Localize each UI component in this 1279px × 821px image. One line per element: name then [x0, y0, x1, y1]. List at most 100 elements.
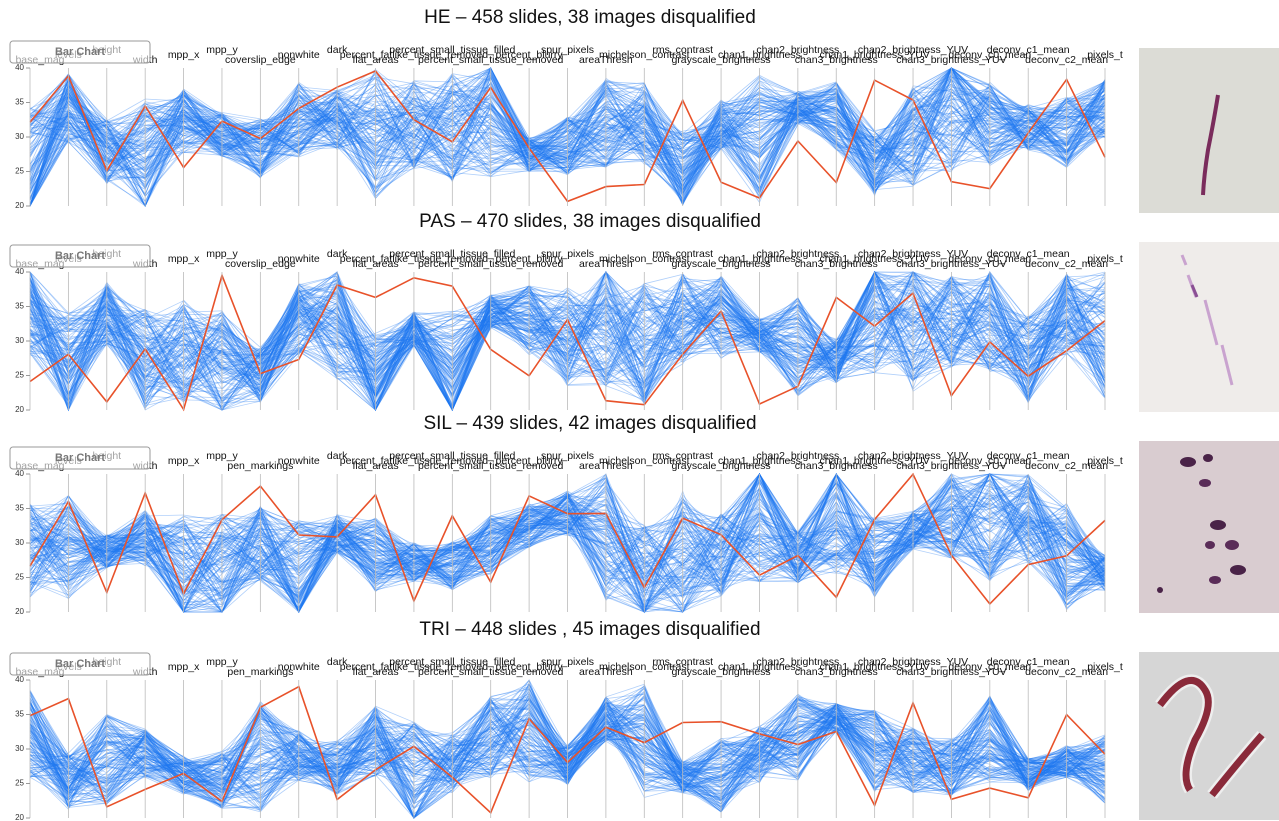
axis-name: mpp_x [168, 49, 200, 61]
chart-title: HE – 458 slides, 38 images disqualified [424, 7, 756, 28]
axis-name: coverslip_edge [225, 54, 296, 66]
y-tick-label: 20 [15, 405, 24, 414]
axis-name: pen_markings [227, 666, 293, 678]
axis-name: rms_contrast [652, 656, 713, 668]
axis-name: nonwhite [278, 455, 320, 467]
axis-name: flat_areas [352, 54, 398, 66]
axis-name: percent_blurry [496, 253, 564, 265]
axis-name: chan3_brightness_YUV [896, 666, 1006, 678]
axis-name: chan3_brightness_YUV [896, 258, 1006, 270]
y-tick-label: 35 [15, 302, 24, 311]
axis-name: deconv_c2_mean [1025, 666, 1108, 678]
axis-name: chan1_brightness [718, 49, 801, 61]
axis-name: percent_small_tissue_removed [418, 460, 563, 472]
axis-name: percent_fatlike_tissue_removed [340, 661, 488, 673]
axis-name: chan1_brightness_YUV [819, 253, 929, 265]
button-label[interactable]: Bar Chart [55, 452, 105, 464]
axis-name: chan1_brightness_YUV [819, 49, 929, 61]
axis-name: percent_blurry [496, 661, 564, 673]
axis-name: michelson_contrast [599, 253, 690, 265]
axis-name: percent_small_tissue_removed [418, 666, 563, 678]
axis-name: chan1_brightness_YUV [819, 455, 929, 467]
chart-type-button[interactable] [9, 446, 151, 470]
axis-name: grayscale_brightness [671, 460, 770, 472]
axis-name: chan3_brightness [795, 666, 878, 678]
axis-name: deconv_c0_mean [948, 661, 1031, 673]
axis-name: percent_blurry [496, 455, 564, 467]
chart-title: TRI – 448 slides , 45 images disqualifie… [419, 619, 760, 640]
axis-name: chan1_brightness [718, 253, 801, 265]
axis-name: mpp_x [168, 661, 200, 673]
thumbnail [1139, 242, 1279, 412]
y-tick-label: 30 [15, 538, 24, 547]
axis-name: chan2_brightness [756, 44, 839, 56]
axis-name: grayscale_brightness [671, 258, 770, 270]
panel: TRI – 448 slides , 45 images disqualifie… [9, 619, 1123, 821]
axis-name: pixels_t [1087, 253, 1123, 265]
axis-name: percent_small_tissue_filled [389, 44, 515, 56]
axis-name: chan2_brightness_YUV [858, 450, 968, 462]
axis-name: areaThresh [579, 258, 633, 270]
axis-name: areaThresh [579, 666, 633, 678]
y-tick-label: 20 [15, 201, 24, 210]
button-label[interactable]: Bar Chart [55, 658, 105, 670]
y-tick-label: 30 [15, 132, 24, 141]
y-tick-label: 40 [15, 63, 24, 72]
y-tick-label: 20 [15, 813, 24, 821]
y-tick-label: 20 [15, 607, 24, 616]
axis-name: deconv_c2_mean [1025, 258, 1108, 270]
axis-name: flat_areas [352, 666, 398, 678]
axis-name: chan2_brightness_YUV [858, 656, 968, 668]
axis-name: nonwhite [278, 253, 320, 265]
axis-name: pixels_t [1087, 661, 1123, 673]
axis-name: mpp_y [206, 44, 238, 56]
axis-name: deconv_c1_mean [987, 248, 1070, 260]
y-tick-label: 25 [15, 779, 24, 788]
panel: HE – 458 slides, 38 images disqualifiedb… [9, 7, 1123, 210]
axis-name: percent_small_tissue_filled [389, 450, 515, 462]
axis-name: deconv_c1_mean [987, 44, 1070, 56]
button-label[interactable]: Bar Chart [55, 46, 105, 58]
y-tick-label: 30 [15, 336, 24, 345]
axis-name: spur_pixels [541, 656, 594, 668]
button-label[interactable]: Bar Chart [55, 250, 105, 262]
chart-title: PAS – 470 slides, 38 images disqualified [419, 211, 761, 232]
axis-name: deconv_c1_mean [987, 450, 1070, 462]
chart-type-button[interactable] [9, 244, 151, 268]
axis-name: grayscale_brightness [671, 666, 770, 678]
axis-name: nonwhite [278, 661, 320, 673]
y-tick-label: 25 [15, 371, 24, 380]
axis-name: spur_pixels [541, 450, 594, 462]
axis-name: dark [327, 656, 348, 668]
y-tick-label: 40 [15, 267, 24, 276]
axis-name: deconv_c2_mean [1025, 54, 1108, 66]
axis-name: mpp_y [206, 656, 238, 668]
axis-name: grayscale_brightness [671, 54, 770, 66]
axis-name: deconv_c2_mean [1025, 460, 1108, 472]
axis-name: deconv_c1_mean [987, 656, 1070, 668]
chart-type-button[interactable] [9, 652, 151, 676]
axis-name: percent_fatlike_tissue_removed [340, 253, 488, 265]
axis-name: rms_contrast [652, 44, 713, 56]
y-tick-label: 35 [15, 98, 24, 107]
axis-name: chan1_brightness [718, 455, 801, 467]
axis-name: flat_areas [352, 460, 398, 472]
axis-name: chan2_brightness_YUV [858, 248, 968, 260]
y-tick-label: 40 [15, 469, 24, 478]
thumbnail [1139, 441, 1279, 613]
axis-name: areaThresh [579, 54, 633, 66]
chart-type-button[interactable] [9, 40, 151, 64]
axis-name: percent_fatlike_tissue_removed [340, 49, 488, 61]
axis-name: deconv_c0_mean [948, 455, 1031, 467]
axis-name: deconv_c0_mean [948, 253, 1031, 265]
axis-name: percent_fatlike_tissue_removed [340, 455, 488, 467]
axis-name: chan3_brightness [795, 460, 878, 472]
axis-name: dark [327, 248, 348, 260]
axis-name: percent_small_tissue_removed [418, 54, 563, 66]
axis-name: percent_small_tissue_filled [389, 656, 515, 668]
axis-name: chan3_brightness_YUV [896, 460, 1006, 472]
axis-name: percent_small_tissue_removed [418, 258, 563, 270]
axis-name: mpp_x [168, 253, 200, 265]
axis-name: chan3_brightness [795, 258, 878, 270]
